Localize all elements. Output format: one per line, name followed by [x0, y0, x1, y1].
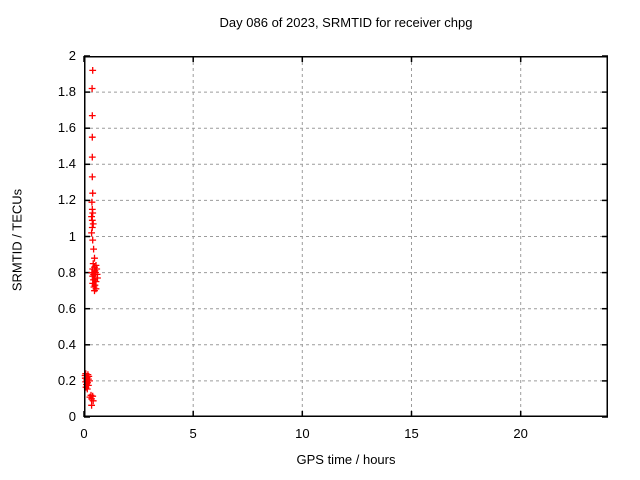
y-tick-label: 2 — [68, 48, 76, 63]
y-tick-label: 0 — [68, 409, 76, 424]
y-tick-label: 1.2 — [57, 192, 76, 208]
y-tick-label: 0.8 — [57, 264, 76, 280]
plot-border — [84, 56, 608, 417]
x-tick-label: 0 — [80, 426, 88, 441]
plot-area — [81, 55, 608, 418]
x-tick-label: 5 — [189, 426, 197, 441]
x-tick-label: 10 — [295, 426, 310, 441]
y-tick-label: 0.2 — [57, 372, 76, 388]
y-tick-label: 1.8 — [57, 84, 76, 100]
y-tick-label: 0.4 — [57, 336, 76, 352]
y-tick-label: 1.6 — [57, 120, 76, 136]
chart-title: Day 086 of 2023, SRMTID for receiver chp… — [219, 15, 473, 30]
y-tick-label: 1 — [68, 228, 76, 244]
data-points — [81, 67, 101, 409]
y-tick-label: 1.4 — [57, 156, 76, 172]
y-tick-label: 0.6 — [57, 300, 76, 316]
x-tick-label: 15 — [404, 426, 419, 441]
x-tick-label: 20 — [513, 426, 528, 441]
x-axis-label: GPS time / hours — [296, 452, 396, 467]
